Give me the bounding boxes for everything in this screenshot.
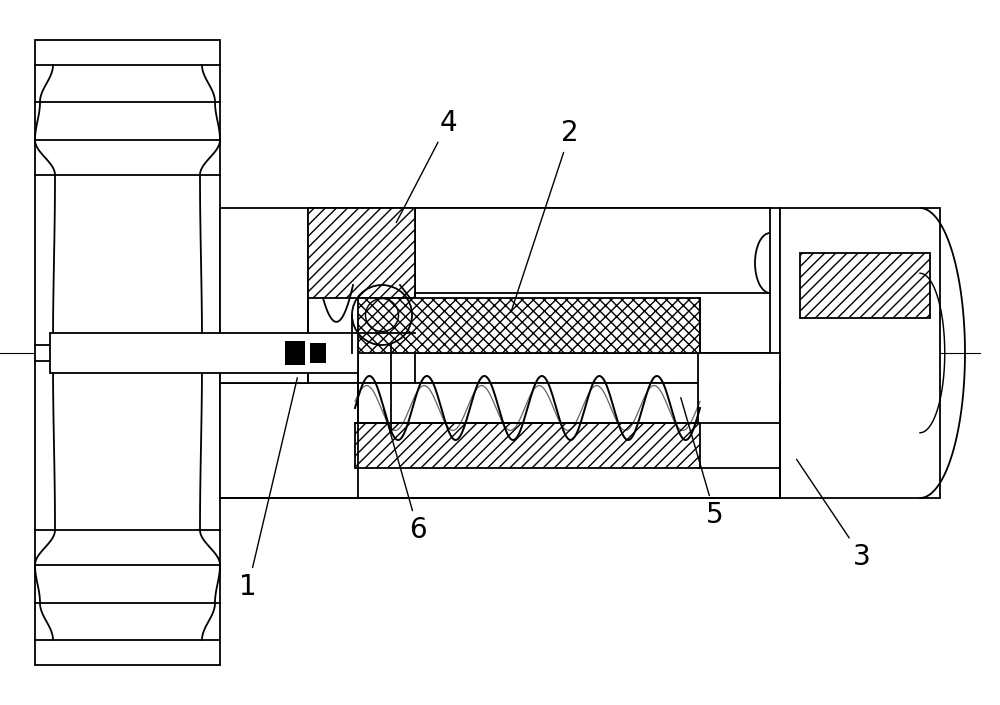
Bar xyxy=(780,208,940,498)
Bar xyxy=(50,333,358,373)
Bar xyxy=(308,208,780,383)
Bar xyxy=(308,208,415,298)
Bar xyxy=(310,343,326,363)
Text: 4: 4 xyxy=(396,109,457,223)
Bar xyxy=(355,423,700,468)
Text: 6: 6 xyxy=(384,410,427,544)
Text: 2: 2 xyxy=(511,119,579,312)
Text: 3: 3 xyxy=(797,460,871,571)
Bar xyxy=(415,208,770,353)
Text: 1: 1 xyxy=(239,378,297,601)
Bar xyxy=(800,253,930,318)
Bar xyxy=(698,353,780,468)
Bar xyxy=(285,341,305,365)
Bar xyxy=(358,298,700,353)
Bar xyxy=(220,208,308,383)
Bar xyxy=(220,383,780,498)
Text: 5: 5 xyxy=(681,398,724,529)
Bar xyxy=(35,40,220,665)
